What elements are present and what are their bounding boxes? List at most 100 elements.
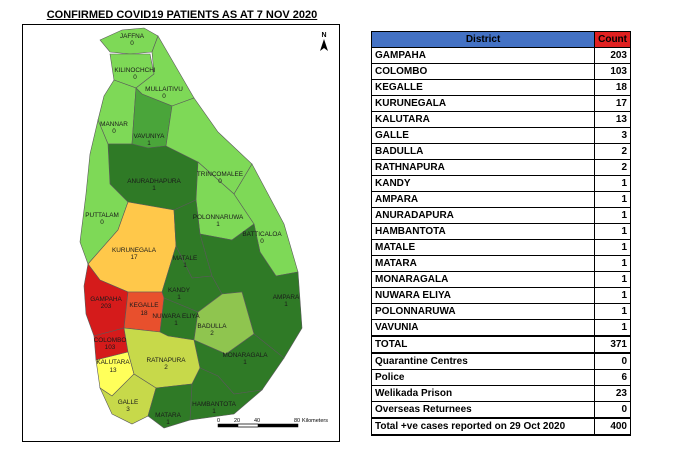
label-gampaha: GAMPAHA xyxy=(90,296,122,303)
table-row: KEGALLE 18 xyxy=(370,79,631,96)
count-puttalam: 0 xyxy=(100,219,104,226)
scale-tick-0: 0 xyxy=(217,418,220,424)
count-cell: 2 xyxy=(594,159,631,176)
label-kalutara: KALUTARA xyxy=(96,359,130,366)
count-jaffna: 0 xyxy=(130,40,134,47)
table-row: HAMBANTOTA 1 xyxy=(370,223,631,240)
count-matara: 1 xyxy=(166,419,170,426)
grand-total-count: 400 xyxy=(594,417,631,436)
count-cell: 1 xyxy=(594,207,631,224)
table-row: MATALE 1 xyxy=(370,239,631,256)
count-cell: 13 xyxy=(594,111,631,128)
table-row: KURUNEGALA 17 xyxy=(370,95,631,112)
extra-label: Welikada Prison xyxy=(370,385,596,402)
count-cell: 1 xyxy=(594,287,631,304)
count-cell: 1 xyxy=(594,271,631,288)
district-labels: JAFFNA 0 KILINOCHCHI 0 MULLAITIVU 0 MANN… xyxy=(85,33,300,426)
count-cell: 1 xyxy=(594,175,631,192)
north-arrow-icon: N xyxy=(320,32,328,51)
district-cell: RATHNAPURA xyxy=(370,159,596,176)
region-hambantota xyxy=(189,367,263,421)
count-mullaitivu: 0 xyxy=(162,93,166,100)
label-vavuniya: VAVUNIYA xyxy=(134,133,166,140)
header-count: Count xyxy=(594,31,631,48)
count-cell: 1 xyxy=(594,239,631,256)
district-cell: KANDY xyxy=(370,175,596,192)
district-cell: KALUTARA xyxy=(370,111,596,128)
count-cell: 203 xyxy=(594,47,631,64)
district-cell: MONARAGALA xyxy=(370,271,596,288)
label-kandy: KANDY xyxy=(168,287,191,294)
count-badulla: 2 xyxy=(210,330,214,337)
count-anuradhapura: 1 xyxy=(152,185,156,192)
count-kilinochchi: 0 xyxy=(133,74,137,81)
count-cell: 1 xyxy=(594,255,631,272)
table-row: NUWARA ELIYA 1 xyxy=(370,287,631,304)
district-cell: GAMPAHA xyxy=(370,47,596,64)
table-row: MONARAGALA 1 xyxy=(370,271,631,288)
extra-row: Police 6 xyxy=(370,369,631,386)
table-row: KANDY 1 xyxy=(370,175,631,192)
district-cell: VAVUNIA xyxy=(370,319,596,337)
count-polonnaruwa: 1 xyxy=(216,221,220,228)
header-district: District xyxy=(370,31,596,48)
count-kandy: 1 xyxy=(177,294,181,301)
label-matara: MATARA xyxy=(155,412,181,419)
grand-total-row: Total +ve cases reported on 29 Oct 2020 4… xyxy=(370,417,631,436)
district-cell: KURUNEGALA xyxy=(370,95,596,112)
svg-text:N: N xyxy=(321,32,326,39)
district-cell: NUWARA ELIYA xyxy=(370,287,596,304)
map-frame xyxy=(22,24,340,442)
extra-row: Welikada Prison 23 xyxy=(370,385,631,402)
count-cell: 1 xyxy=(594,303,631,320)
scale-unit: Kilometers xyxy=(302,418,328,424)
table-row: KALUTARA 13 xyxy=(370,111,631,128)
district-cell: MATALE xyxy=(370,239,596,256)
count-nuwara-eliya: 1 xyxy=(174,320,178,327)
count-batticaloa: 0 xyxy=(260,238,264,245)
district-cell: BADULLA xyxy=(370,143,596,160)
extra-label: Overseas Returnees xyxy=(370,401,596,419)
table-row: AMPARA 1 xyxy=(370,191,631,208)
count-monaragala: 1 xyxy=(243,359,247,366)
count-ampara: 1 xyxy=(284,301,288,308)
count-kurunegala: 17 xyxy=(130,254,138,261)
label-hambantota: HAMBANTOTA xyxy=(192,401,237,408)
table-row: POLONNARUWA 1 xyxy=(370,303,631,320)
table-row: GALLE 3 xyxy=(370,127,631,144)
label-kegalle: KEGALLE xyxy=(129,302,158,309)
total-label: TOTAL xyxy=(370,335,596,354)
label-matale: MATALE xyxy=(173,255,198,262)
extra-row: Overseas Returnees 0 xyxy=(370,401,631,419)
district-cell: AMPARA xyxy=(370,191,596,208)
label-galle: GALLE xyxy=(118,399,139,406)
label-monaragala: MONARAGALA xyxy=(222,352,268,359)
scale-bar: 0 20 40 80 Kilometers xyxy=(217,418,328,428)
count-cell: 1 xyxy=(594,223,631,240)
extra-label: Quarantine Centres xyxy=(370,352,596,370)
table-row: COLOMBO 103 xyxy=(370,63,631,80)
scale-tick-40: 40 xyxy=(254,418,260,424)
label-puttalam: PUTTALAM xyxy=(85,212,119,219)
count-mannar: 0 xyxy=(112,128,116,135)
extra-count: 0 xyxy=(594,401,631,419)
district-cell: MATARA xyxy=(370,255,596,272)
table-header-row: District Count xyxy=(370,31,631,48)
table-row: RATHNAPURA 2 xyxy=(370,159,631,176)
district-cell: POLONNARUWA xyxy=(370,303,596,320)
count-matale: 1 xyxy=(183,262,187,269)
label-batticaloa: BATTICALOA xyxy=(242,231,282,238)
table-row: BADULLA 2 xyxy=(370,143,631,160)
total-row: TOTAL 371 xyxy=(370,335,631,354)
table-row: MATARA 1 xyxy=(370,255,631,272)
count-cell: 17 xyxy=(594,95,631,112)
label-kurunegala: KURUNEGALA xyxy=(112,247,157,254)
count-ratnapura: 2 xyxy=(164,364,168,371)
scale-tick-20: 20 xyxy=(234,418,240,424)
count-trincomalee: 0 xyxy=(218,178,222,185)
table-row: GAMPAHA 203 xyxy=(370,47,631,64)
count-hambantota: 1 xyxy=(212,408,216,415)
extra-count: 23 xyxy=(594,385,631,402)
map-title: CONFIRMED COVID19 PATIENTS AS AT 7 NOV 2… xyxy=(46,9,318,21)
count-cell: 3 xyxy=(594,127,631,144)
